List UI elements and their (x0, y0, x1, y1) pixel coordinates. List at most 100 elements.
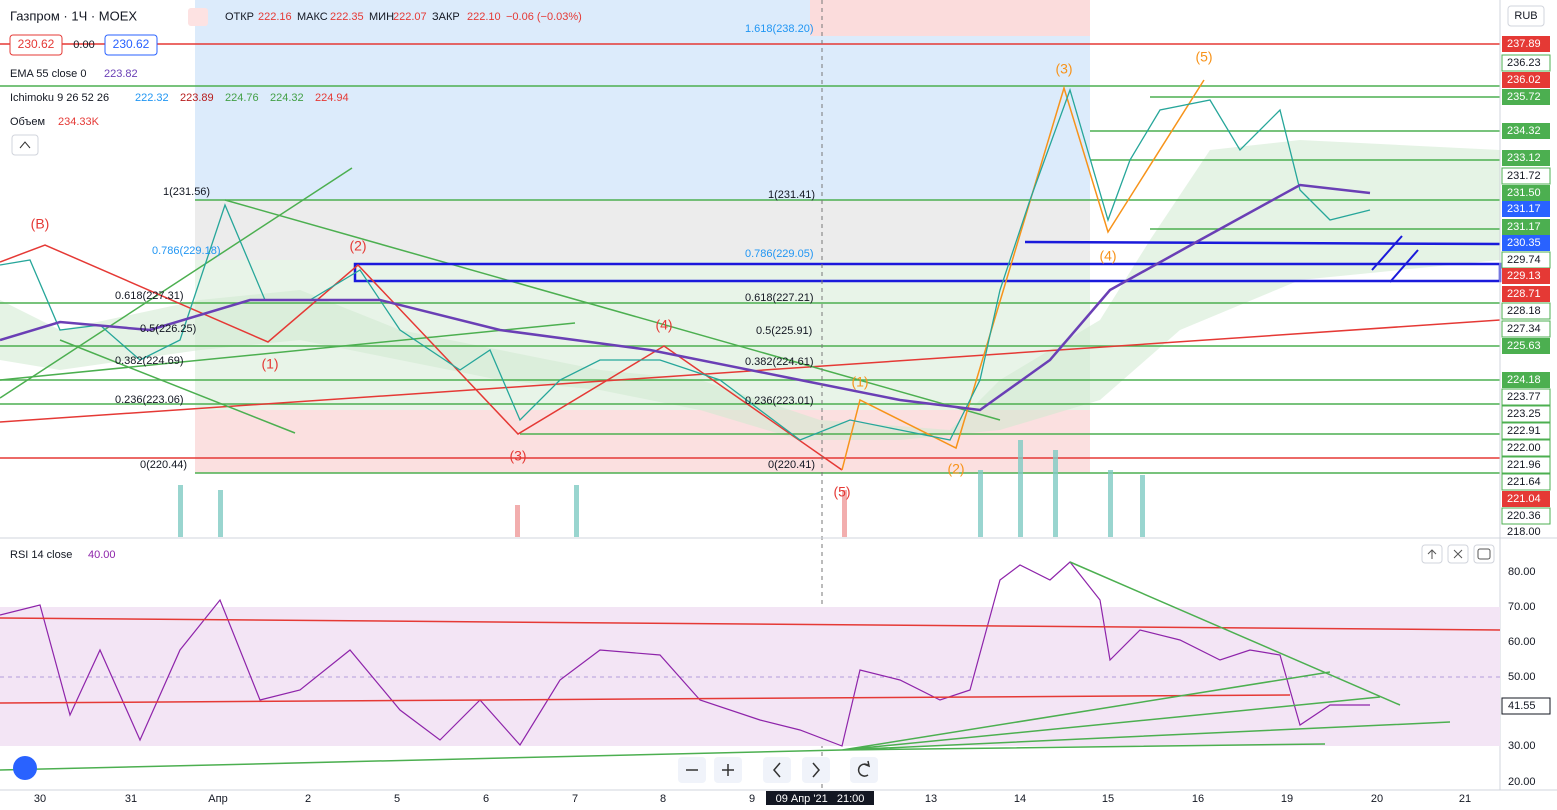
fib-label: 0.786(229.18) (152, 245, 221, 257)
indicator-value: 223.89 (180, 92, 214, 104)
levels (0, 85, 1500, 474)
bid-box[interactable] (9, 34, 63, 56)
indicator-name: Объем (10, 116, 45, 128)
indicator-name: EMA 55 close 0 (10, 68, 86, 80)
ohlc-label: ОТКР (225, 11, 254, 23)
wave-label: (4) (1099, 248, 1116, 264)
scroll-left[interactable] (763, 757, 791, 783)
rsi-axis-label: 80.00 (1508, 566, 1536, 578)
fib-zone (810, 36, 1090, 201)
rsi-trend (0, 694, 1291, 704)
price-label: 222.00 (1507, 442, 1541, 454)
pane-controls (1421, 544, 1495, 564)
rsi-trend (841, 561, 1451, 751)
price-label-box (1501, 167, 1551, 185)
currency-box[interactable] (1507, 5, 1545, 27)
wave-label: (B) (31, 216, 50, 232)
wave-red (0, 244, 843, 471)
fib-label: 0.236(223.06) (115, 394, 184, 406)
pane-up[interactable] (1421, 544, 1443, 564)
price-label-box (1501, 320, 1551, 338)
scroll-right[interactable] (802, 757, 830, 783)
price-label: 228.71 (1507, 288, 1541, 300)
price-label-box (1502, 235, 1550, 251)
fib-label: 0.382(224.61) (745, 356, 814, 368)
currency: RUB (1514, 10, 1537, 22)
toolbar (678, 757, 878, 783)
price-label: 228.18 (1507, 305, 1541, 317)
ask-box[interactable] (104, 34, 158, 56)
x-label: 31 (125, 793, 137, 805)
x-label: 2 (305, 793, 311, 805)
wave-label: (1) (261, 356, 278, 372)
price-label-box (1502, 72, 1550, 88)
price-label-box (1502, 123, 1550, 139)
rsi-current: 41.55 (1508, 700, 1536, 712)
rsi-trend (0, 749, 843, 771)
fib-label: 1.618(238.20) (745, 23, 814, 35)
x-label: 13 (925, 793, 937, 805)
price-label: 223.77 (1507, 391, 1541, 403)
price-label-box (1502, 89, 1550, 105)
level (1024, 240, 1501, 246)
price-label: 220.36 (1507, 510, 1541, 522)
trend-line (0, 322, 576, 381)
volume-bars (178, 440, 1145, 537)
fib-label: 0.5(226.25) (140, 323, 196, 335)
price-label: 227.34 (1507, 323, 1541, 335)
fib-zone (195, 410, 1090, 473)
x-label: 20 (1371, 793, 1383, 805)
labels: 237.89 236.23 236.02 235.72 234.32 233.12 231.… (31, 23, 1551, 805)
price-label: 221.04 (1507, 493, 1541, 505)
price-label-box (1502, 219, 1550, 235)
ohlc-value: 222.16 (258, 11, 292, 23)
fib-zone (195, 0, 810, 200)
x-label: 8 (660, 793, 666, 805)
pane-close[interactable] (1447, 544, 1469, 564)
price-label: 218.00 (1507, 526, 1541, 538)
x-label: 9 (749, 793, 755, 805)
fib-label: 0(220.44) (140, 459, 187, 471)
rsi-name: RSI 14 close (10, 549, 72, 561)
rsi-trend (0, 617, 1501, 631)
price-label: 231.17 (1507, 203, 1541, 215)
fib-label: 0.5(225.91) (756, 325, 812, 337)
price-label-box (1501, 54, 1551, 72)
indicator-value: 224.76 (225, 92, 259, 104)
chevron (19, 141, 31, 149)
price-label-box (1502, 286, 1550, 302)
indicator-value: 224.32 (270, 92, 304, 104)
price-label: 229.74 (1507, 254, 1541, 266)
trend-line (0, 167, 353, 399)
fib-zone (195, 200, 1090, 260)
rsi-current-box (1501, 697, 1551, 715)
price-label: 235.72 (1507, 91, 1541, 103)
fib-label: 1(231.56) (163, 186, 210, 198)
wave-label: (2) (947, 461, 964, 477)
price-label-box (1502, 338, 1550, 354)
reset[interactable] (850, 757, 878, 783)
ohlc-value: 222.07 (393, 11, 427, 23)
fib-label: 0(220.41) (768, 459, 815, 471)
x-label: 15 (1102, 793, 1114, 805)
collapse-button[interactable] (11, 134, 39, 156)
indicator-value: 223.82 (104, 68, 138, 80)
spread: 0.00 (73, 39, 94, 51)
price-label: 233.12 (1507, 152, 1541, 164)
fib-label: 0.236(223.01) (745, 395, 814, 407)
x-label: 21 (1459, 793, 1471, 805)
pane-maximize[interactable] (1473, 544, 1495, 564)
fib-label: 0.618(227.21) (745, 292, 814, 304)
price-label: 231.50 (1507, 187, 1541, 199)
x-label: 7 (572, 793, 578, 805)
rsi-line (0, 561, 1370, 747)
ohlc-label: МИН (369, 11, 394, 23)
fib-label: 1(231.41) (768, 189, 815, 201)
logo (13, 756, 37, 780)
price-label: 234.32 (1507, 125, 1541, 137)
fib-label: 0.618(227.31) (115, 290, 184, 302)
price-label: 221.64 (1507, 476, 1541, 488)
rsi-value: 40.00 (88, 549, 116, 561)
change: −0.06 (−0.03%) (506, 11, 582, 23)
